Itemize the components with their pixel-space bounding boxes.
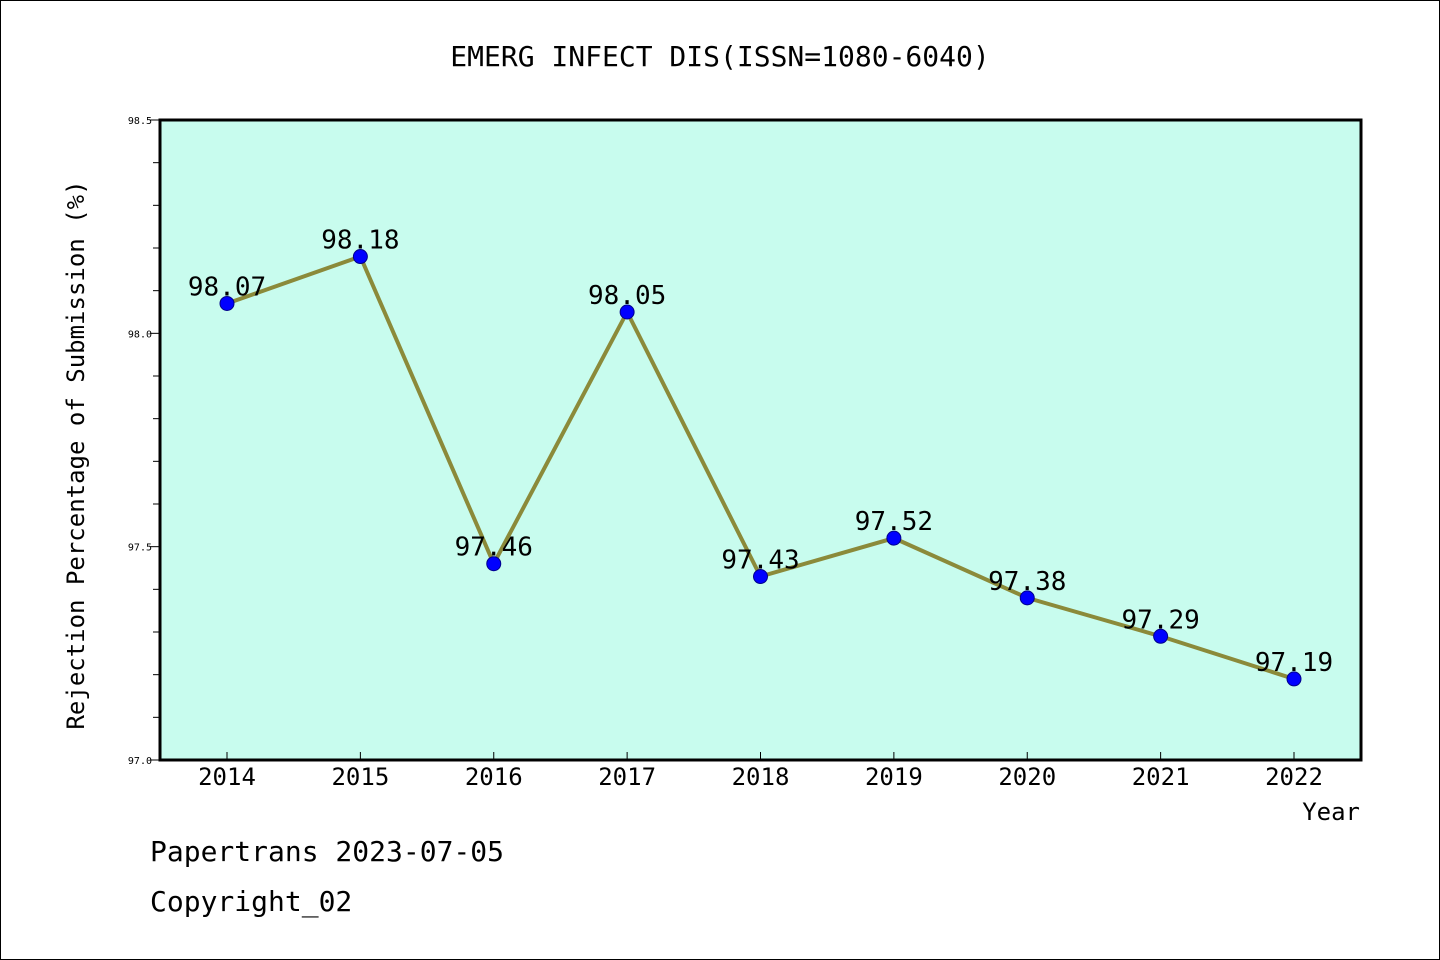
data-label: 97.43 xyxy=(721,546,799,576)
data-point xyxy=(619,304,635,320)
y-tick-label: 97.0 xyxy=(128,756,152,767)
data-label: 97.52 xyxy=(855,507,933,537)
data-label: 98.05 xyxy=(588,281,666,311)
data-point xyxy=(886,530,902,546)
data-label: 97.19 xyxy=(1255,648,1333,678)
y-axis-label: Rejection Percentage of Submission (%) xyxy=(62,180,90,729)
data-point xyxy=(1153,628,1169,644)
x-axis-ticks: 2014 2015 2016 2017 2018 2019 2020 2021 2022 xyxy=(198,752,1323,791)
y-axis-ticks: 97.0 97.5 98.0 98.5 xyxy=(128,116,160,767)
x-axis-label: Year xyxy=(1302,798,1360,826)
x-tick-label: 2019 xyxy=(865,763,923,791)
data-point xyxy=(1286,671,1302,687)
x-tick-label: 2020 xyxy=(998,763,1056,791)
data-label: 98.07 xyxy=(188,272,266,302)
y-tick-label: 98.0 xyxy=(128,329,152,340)
x-tick-label: 2022 xyxy=(1265,763,1323,791)
x-tick-label: 2016 xyxy=(465,763,523,791)
x-tick-label: 2017 xyxy=(598,763,656,791)
data-point xyxy=(753,569,768,585)
data-point xyxy=(1019,590,1035,606)
data-label: 97.29 xyxy=(1121,605,1199,635)
data-point xyxy=(219,295,235,311)
footer-credit: Papertrans 2023-07-05 xyxy=(150,835,505,868)
data-label: 97.38 xyxy=(988,567,1066,597)
x-tick-label: 2015 xyxy=(331,763,389,791)
data-label: 98.18 xyxy=(321,226,399,256)
series-markers xyxy=(219,249,1302,687)
data-label: 97.46 xyxy=(455,533,533,563)
plot-border xyxy=(158,118,1363,762)
x-tick-label: 2014 xyxy=(198,763,256,791)
y-tick-label: 98.5 xyxy=(128,116,152,127)
y-tick-label: 97.5 xyxy=(128,543,152,554)
footer-copyright: Copyright_02 xyxy=(150,885,353,918)
x-tick-label: 2021 xyxy=(1132,763,1190,791)
plot-area xyxy=(160,120,1361,760)
data-point xyxy=(352,249,368,265)
chart-title: EMERG INFECT DIS(ISSN=1080-6040) xyxy=(450,40,989,73)
data-point xyxy=(486,556,502,572)
x-tick-label: 2018 xyxy=(732,763,790,791)
data-labels: 98.07 98.18 97.46 98.05 97.43 97.52 97.38 97.29… xyxy=(188,226,1333,678)
